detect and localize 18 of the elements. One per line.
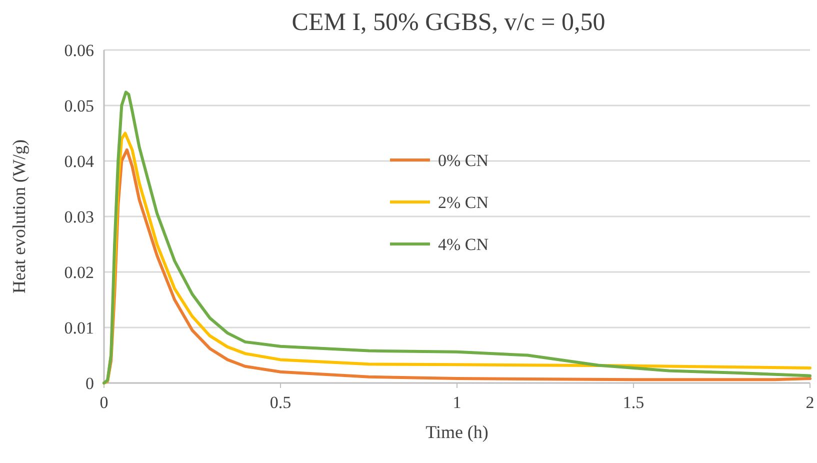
- x-axis-title: Time (h): [426, 422, 488, 442]
- legend-label: 2% CN: [438, 192, 489, 212]
- y-tick-label: 0.03: [64, 207, 94, 226]
- chart-title: CEM I, 50% GGBS, v/c = 0,50: [292, 9, 606, 36]
- legend-label: 0% CN: [438, 150, 489, 170]
- x-tick-label: 1.5: [622, 393, 644, 412]
- y-tick-label: 0: [86, 374, 94, 393]
- y-tick-label: 0.01: [64, 318, 94, 338]
- y-tick-label: 0.06: [64, 40, 94, 60]
- y-axis-title: Heat evolution (W/g): [9, 140, 29, 294]
- y-tick-label: 0.05: [64, 96, 94, 116]
- x-tick-label: 0: [100, 393, 108, 412]
- x-tick-label: 2: [806, 393, 814, 412]
- y-tick-label: 0.02: [64, 262, 94, 282]
- x-tick-label: 1: [452, 393, 462, 412]
- legend-label: 4% CN: [438, 234, 489, 254]
- x-tick-label: 0.5: [270, 393, 292, 412]
- y-tick-label: 0.04: [64, 152, 94, 171]
